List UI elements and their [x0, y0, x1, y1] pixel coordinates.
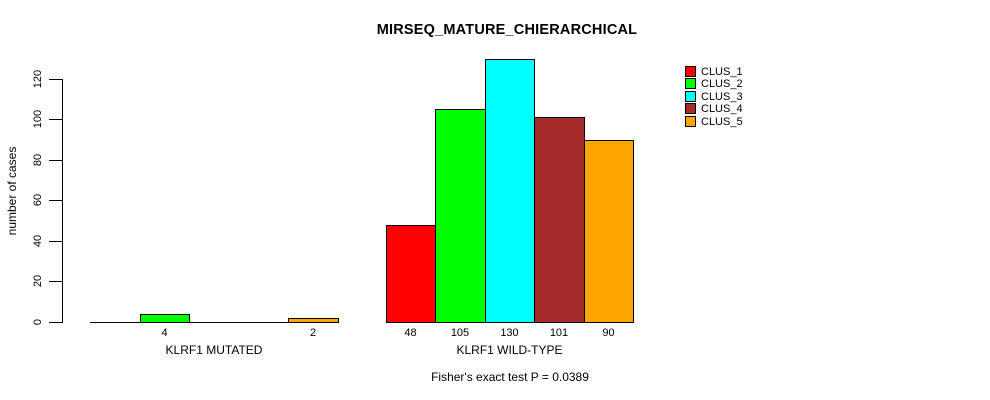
- y-axis-tick-label: 40: [32, 234, 44, 248]
- bar-value-label: 4: [161, 327, 168, 339]
- y-axis-label: number of cases: [5, 146, 19, 236]
- legend-swatch: [685, 66, 696, 77]
- x-group-label: KLRF1 MUTATED: [165, 343, 263, 357]
- y-axis-tick: [49, 79, 62, 80]
- bar-value-label: 2: [309, 327, 317, 339]
- y-axis-tick-label: 60: [32, 193, 44, 207]
- legend-label: CLUS_1: [701, 66, 743, 78]
- bar-clus_2: [140, 314, 190, 323]
- y-axis-tick: [49, 322, 62, 323]
- bar-clus_1: [386, 225, 436, 323]
- y-axis-tick-label: 80: [32, 153, 44, 167]
- chart-title: MIRSEQ_MATURE_CHIERARCHICAL: [376, 22, 638, 38]
- bar-value-label: 90: [602, 327, 615, 339]
- bar-clus_4: [534, 117, 585, 323]
- bar-value-label: 101: [549, 327, 569, 339]
- y-axis-tick-label: 120: [32, 69, 44, 89]
- y-axis-tick-label: 20: [32, 274, 44, 288]
- legend-label: CLUS_3: [701, 91, 743, 103]
- x-axis-baseline: [90, 322, 338, 323]
- bar-value-label: 48: [404, 327, 417, 339]
- y-axis-line: [62, 79, 63, 323]
- y-axis-tick-label: 0: [32, 318, 44, 326]
- fisher-test-annotation: Fisher's exact test P = 0.0389: [431, 370, 589, 384]
- y-axis-tick: [49, 200, 62, 201]
- x-group-label: KLRF1 WILD-TYPE: [456, 343, 563, 357]
- y-axis-tick: [49, 281, 62, 282]
- y-axis-tick: [49, 241, 62, 242]
- legend-label: CLUS_2: [701, 78, 743, 90]
- legend-swatch: [685, 91, 696, 102]
- bar-clus_5: [584, 140, 634, 323]
- y-axis-tick: [49, 119, 62, 120]
- legend-label: CLUS_5: [701, 116, 743, 128]
- bar-value-label: 130: [500, 327, 519, 339]
- bar-clus_2: [435, 109, 486, 323]
- legend-label: CLUS_4: [701, 103, 743, 115]
- bar-value-label: 105: [450, 327, 470, 339]
- y-axis-tick-label: 100: [32, 109, 44, 129]
- legend-swatch: [685, 116, 696, 127]
- legend-swatch: [685, 78, 696, 89]
- y-axis-tick: [49, 160, 62, 161]
- legend-swatch: [685, 103, 696, 114]
- bar-clus_5: [288, 318, 339, 323]
- bar-clus_3: [485, 59, 535, 323]
